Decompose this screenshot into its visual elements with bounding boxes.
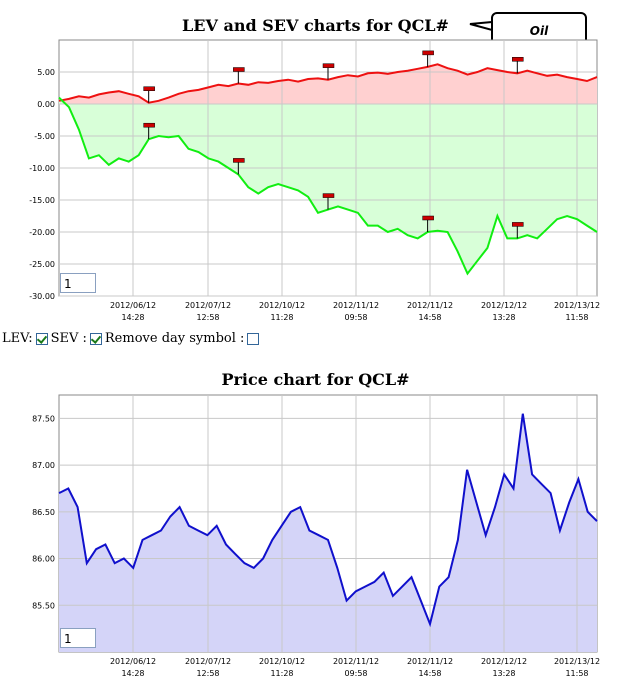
price-page-input[interactable]: 1 [60, 628, 96, 648]
lev-y-tick-label: -30.00 [29, 292, 55, 301]
price-area-fill [59, 413, 597, 652]
sev-checkbox[interactable] [89, 332, 102, 345]
remove-day-symbol-label: Remove day symbol : [104, 331, 245, 346]
lev-x-tick-date: 2012/06/12 [110, 301, 156, 310]
price-series-line [58, 413, 598, 628]
lev-y-tick-label: 0.00 [37, 100, 55, 109]
price-y-tick-label: 87.00 [32, 461, 55, 470]
price-x-tick-date: 2012/13/12 [554, 657, 600, 666]
day-flag-icon [322, 63, 335, 68]
remove-day-symbol-checkbox[interactable] [247, 332, 260, 345]
price-x-tick-time: 11:28 [270, 669, 293, 678]
lev-y-tick-label: -15.00 [29, 196, 55, 205]
day-flag-icon [143, 122, 155, 128]
price-x-tick-time: 13:28 [492, 669, 515, 678]
lev-x-tick-time: 09:58 [344, 313, 367, 322]
price-x-tick-date: 2012/10/12 [259, 657, 305, 666]
day-flag-icon [322, 193, 335, 198]
lev-x-tick-date: 2012/10/12 [259, 301, 305, 310]
sev-area-fill [59, 97, 597, 274]
price-x-tick-time: 12:58 [196, 669, 219, 678]
price-x-tick-date: 2012/07/12 [185, 657, 231, 666]
price-y-tick-label: 87.50 [32, 414, 55, 423]
lev-x-tick-time: 14:58 [418, 313, 441, 322]
price-x-tick-date: 2012/06/12 [110, 657, 156, 666]
day-flag-icon [422, 215, 434, 221]
lev-x-tick-date: 2012/07/12 [185, 301, 231, 310]
sev-toggle-label: SEV : [50, 331, 87, 346]
lev-y-tick-label: -20.00 [29, 228, 55, 237]
lev-x-tick-time: 14:28 [121, 313, 144, 322]
day-flag-icon [143, 86, 155, 91]
lev-checkbox[interactable] [35, 332, 48, 345]
lev-x-tick-time: 11:28 [270, 313, 293, 322]
lev-toggle-label: LEV: [2, 331, 33, 346]
day-flag-icon [233, 158, 245, 163]
lev-chart-title: LEV and SEV charts for QCL# [182, 16, 449, 35]
lev-x-tick-date: 2012/11/12 [333, 301, 379, 310]
day-flag-icon [422, 50, 434, 56]
price-x-tick-date: 2012/11/12 [407, 657, 453, 666]
price-y-tick-label: 86.00 [32, 555, 55, 564]
price-chart-title: Price chart for QCL# [221, 370, 410, 389]
price-y-tick-label: 86.50 [32, 508, 55, 517]
lev-y-tick-label: -10.00 [29, 164, 55, 173]
day-flag-icon [233, 67, 245, 72]
price-x-tick-date: 2012/12/12 [481, 657, 527, 666]
lev-x-tick-time: 11:58 [565, 313, 588, 322]
day-flag-icon [512, 222, 524, 227]
lev-x-tick-time: 13:28 [492, 313, 515, 322]
price-x-tick-date: 2012/11/12 [333, 657, 379, 666]
price-x-tick-time: 14:28 [121, 669, 144, 678]
lev-sev-chart: 5.00 0.00 -5.00 -10.00 -15.00 -20.00 -25.00 -30… [29, 20, 600, 322]
lev-y-tick-label: -25.00 [29, 260, 55, 269]
price-x-tick-time: 14:58 [418, 669, 441, 678]
day-flag-icon [512, 57, 524, 62]
lev-x-tick-date: 2012/13/12 [554, 301, 600, 310]
price-y-tick-label: 85.50 [32, 601, 55, 610]
lev-x-tick-date: 2012/11/12 [407, 301, 453, 310]
chart-controls: LEV: SEV : Remove day symbol : [2, 331, 262, 346]
lev-area-fill [59, 64, 597, 104]
lev-x-tick-date: 2012/12/12 [481, 301, 527, 310]
callout-pointer [469, 20, 493, 32]
lev-y-tick-label: 5.00 [37, 68, 55, 77]
lev-x-tick-time: 12:58 [196, 313, 219, 322]
price-x-tick-time: 09:58 [344, 669, 367, 678]
price-x-tick-time: 11:58 [565, 669, 588, 678]
lev-page-input[interactable]: 1 [60, 273, 96, 293]
lev-y-tick-label: -5.00 [34, 132, 55, 141]
